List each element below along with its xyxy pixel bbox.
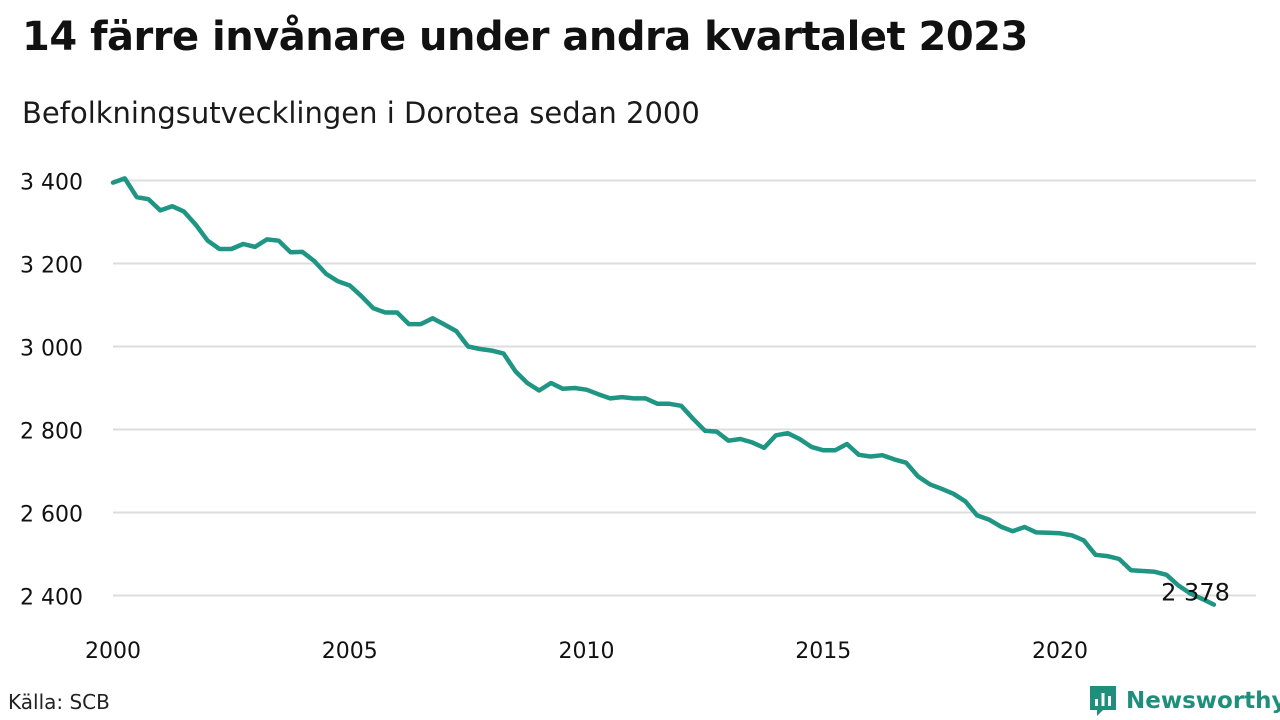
chart-title: 14 färre invånare under andra kvartalet …	[22, 14, 1028, 60]
y-tick-label: 3 000	[20, 337, 83, 362]
y-tick-label: 3 400	[20, 171, 83, 196]
brand-logo: Newsworthy	[1088, 684, 1280, 718]
x-tick-label: 2005	[322, 639, 378, 664]
x-tick-label: 2015	[795, 639, 851, 664]
annotation-layer: 2 378	[1161, 579, 1230, 607]
end-value-label: 2 378	[1161, 579, 1230, 607]
y-tick-label: 2 800	[20, 420, 83, 445]
newsworthy-logo-icon	[1090, 686, 1116, 716]
y-axis-tick-labels: 2 400 2 600 2 800 3 000 3 200 3 400	[20, 171, 83, 611]
y-tick-label: 3 200	[20, 254, 83, 279]
x-tick-label: 2020	[1032, 639, 1088, 664]
y-tick-label: 2 600	[20, 503, 83, 528]
brand-name: Newsworthy	[1126, 688, 1280, 714]
population-series-line	[110, 176, 1217, 607]
x-tick-label: 2010	[559, 639, 615, 664]
x-tick-label: 2000	[85, 639, 141, 664]
gridlines	[113, 179, 1256, 597]
series-layer	[110, 176, 1217, 607]
chart-subtitle: Befolkningsutvecklingen i Dorotea sedan …	[22, 96, 700, 130]
y-tick-label: 2 400	[20, 586, 83, 611]
source-credit: Källa: SCB	[8, 690, 110, 714]
x-axis-tick-labels: 2000 2005 2010 2015 2020	[85, 639, 1088, 664]
